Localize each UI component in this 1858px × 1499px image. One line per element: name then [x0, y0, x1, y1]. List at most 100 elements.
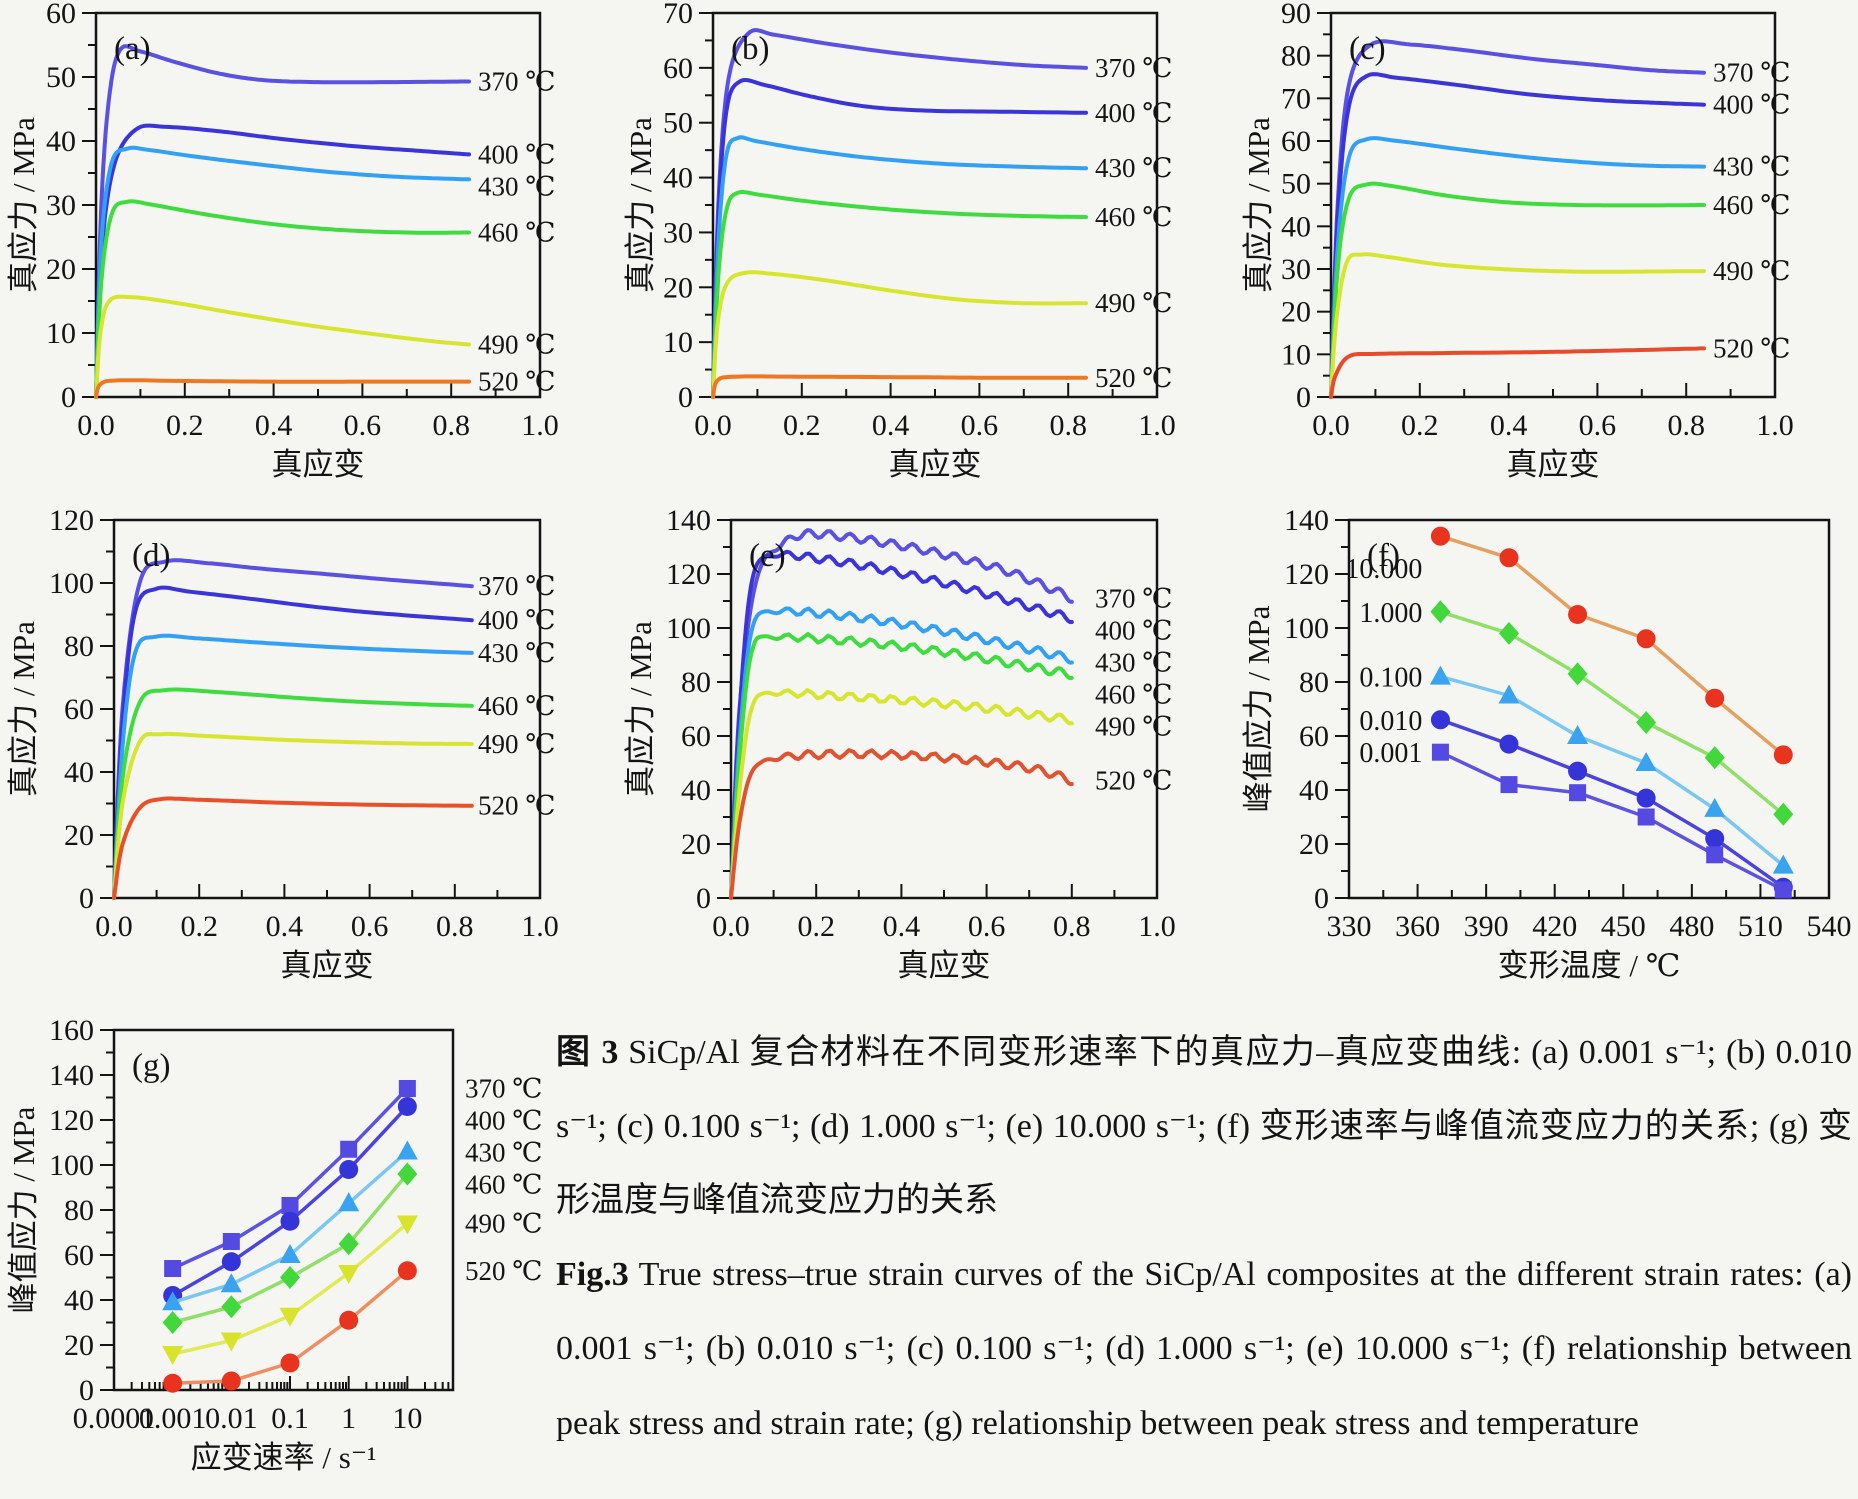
caption-english: Fig.3 True stress–true strain curves of …: [556, 1238, 1852, 1460]
series-label: 400 ℃: [1713, 90, 1790, 120]
series-label: 490 ℃: [1713, 256, 1790, 286]
y-tick-label: 70: [663, 0, 693, 30]
marker-490: [338, 1265, 360, 1284]
x-tick-label: 0.001: [139, 1402, 207, 1435]
y-tick-label: 120: [49, 1104, 94, 1137]
x-tick-label: 0.01: [205, 1402, 258, 1435]
series-label: 370 ℃: [1095, 583, 1172, 613]
y-tick-label: 30: [663, 216, 693, 249]
marker-460: [221, 1295, 242, 1319]
x-tick-label: 1.0: [1756, 409, 1794, 442]
y-axis-label: 真应力 / MPa: [623, 621, 658, 797]
marker-10000: [1499, 548, 1519, 568]
chart-panel-a: 0.0 0.2 0.4 0.6 0.8 1.0 0 10 20 30 40 50 60 370 ℃ 400 …: [6, 0, 618, 482]
y-tick-label: 50: [1281, 168, 1311, 201]
series-label: 370 ℃: [478, 571, 555, 601]
marker-460: [280, 1266, 301, 1289]
series-label: 490 ℃: [1095, 711, 1172, 741]
series-label: 1.000: [1359, 598, 1422, 629]
series-label: 460 ℃: [465, 1170, 542, 1200]
curve-460: [94, 199, 471, 399]
y-tick-label: 160: [49, 1014, 94, 1047]
figure-caption: 图 3 SiCp/Al 复合材料在不同变形速率下的真应力–真应变曲线: (a) …: [556, 1016, 1852, 1461]
x-tick-label: 0.8: [1667, 409, 1705, 442]
y-tick-label: 80: [1299, 666, 1329, 699]
marker-520: [221, 1371, 241, 1391]
series-label: 430 ℃: [465, 1138, 542, 1168]
x-tick-label: 0.6: [351, 910, 389, 943]
x-tick-label: 0.8: [1049, 409, 1087, 442]
plot-frame: [112, 518, 542, 900]
x-tick-label: 330: [1327, 910, 1372, 943]
marker-400: [221, 1252, 241, 1272]
x-tick-label: 1.0: [521, 910, 559, 943]
x-tick-label: 0.6: [1579, 409, 1617, 442]
series-label: 430 ℃: [1095, 647, 1172, 677]
x-tick-label: 0.0: [712, 910, 750, 943]
chart-panel-d: 0.0 0.2 0.4 0.6 0.8 1.0 0 20 40 60 80 100 120 370 ℃ 40…: [6, 504, 618, 985]
marker-1000: [1704, 746, 1725, 770]
series-label: 460 ℃: [1095, 202, 1172, 232]
marker-430: [396, 1140, 418, 1160]
y-tick-label: 0: [79, 1374, 94, 1407]
x-tick-label: 450: [1601, 910, 1646, 943]
series-label: 430 ℃: [478, 171, 555, 201]
x-tick-label: 0.2: [166, 409, 204, 442]
y-tick-label: 40: [46, 125, 76, 158]
plot-frame: [711, 11, 1159, 399]
y-tick-label: 60: [64, 1239, 94, 1272]
curve-430: [94, 145, 471, 399]
chart-svg-a: 0.0 0.2 0.4 0.6 0.8 1.0 0 10 20 30 40 50 60 370 ℃ 400 …: [6, 0, 559, 482]
series-label: 520 ℃: [478, 791, 555, 821]
y-tick-label: 40: [681, 774, 711, 807]
curve-490: [729, 688, 1074, 900]
y-tick-label: 70: [1281, 82, 1311, 115]
x-tick-label: 1: [341, 1402, 356, 1435]
line-370: [171, 1087, 409, 1271]
x-axis-label: 真应变: [889, 447, 982, 482]
marker-460: [162, 1311, 183, 1334]
x-tick-label: 360: [1395, 910, 1440, 943]
y-tick-label: 40: [64, 1284, 94, 1317]
curve-430: [112, 633, 474, 900]
x-axis-label: 变形温度 / ℃: [1498, 948, 1681, 983]
x-tick-label: 1.0: [1138, 910, 1176, 943]
line-0010: [1439, 718, 1785, 889]
curve-520: [729, 748, 1074, 900]
marker-0001: [1500, 776, 1518, 794]
series-label: 430 ℃: [1095, 153, 1172, 183]
series-label: 460 ℃: [1713, 190, 1790, 220]
series-label: 370 ℃: [1095, 53, 1172, 83]
marker-0100: [1498, 684, 1520, 704]
marker-370: [164, 1260, 182, 1277]
series-label: 520 ℃: [478, 367, 555, 397]
y-tick-label: 20: [663, 271, 693, 304]
chart-panel-b: 0.0 0.2 0.4 0.6 0.8 1.0 0 10 20 30 40 50 60 70 370 ℃ 40…: [623, 0, 1235, 482]
x-tick-label: 480: [1669, 910, 1714, 943]
x-tick-label: 0.4: [872, 409, 910, 442]
curve-400: [1329, 72, 1706, 399]
y-tick-label: 40: [64, 756, 94, 789]
chart-svg-e: 0.0 0.2 0.4 0.6 0.8 1.0 0 20 40 60 80 100 120 140 370 …: [623, 504, 1176, 983]
chart-svg-b: 0.0 0.2 0.4 0.6 0.8 1.0 0 10 20 30 40 50 60 70 370 ℃ 40…: [623, 0, 1176, 482]
marker-1000: [1430, 600, 1451, 624]
x-tick-label: 1.0: [1138, 409, 1176, 442]
x-tick-label: 1.0: [521, 409, 559, 442]
marker-0100: [1635, 752, 1657, 771]
y-axis-label: 峰值应力 / MPa: [6, 1106, 41, 1313]
x-axis-label: 真应变: [281, 948, 374, 983]
series-label: 520 ℃: [465, 1256, 542, 1286]
series-label: 400 ℃: [478, 139, 555, 169]
series-label: 400 ℃: [1095, 615, 1172, 645]
x-tick-label: 0.2: [797, 910, 835, 943]
marker-0010: [1705, 829, 1725, 849]
series-label: 400 ℃: [465, 1106, 542, 1136]
marker-520: [163, 1373, 183, 1393]
series-label: 520 ℃: [1095, 766, 1172, 796]
y-tick-label: 10: [46, 317, 76, 350]
curve-370: [1329, 39, 1706, 399]
x-tick-label: 540: [1807, 910, 1852, 943]
y-axis-label: 真应力 / MPa: [6, 117, 41, 293]
y-tick-label: 10: [1281, 338, 1311, 371]
